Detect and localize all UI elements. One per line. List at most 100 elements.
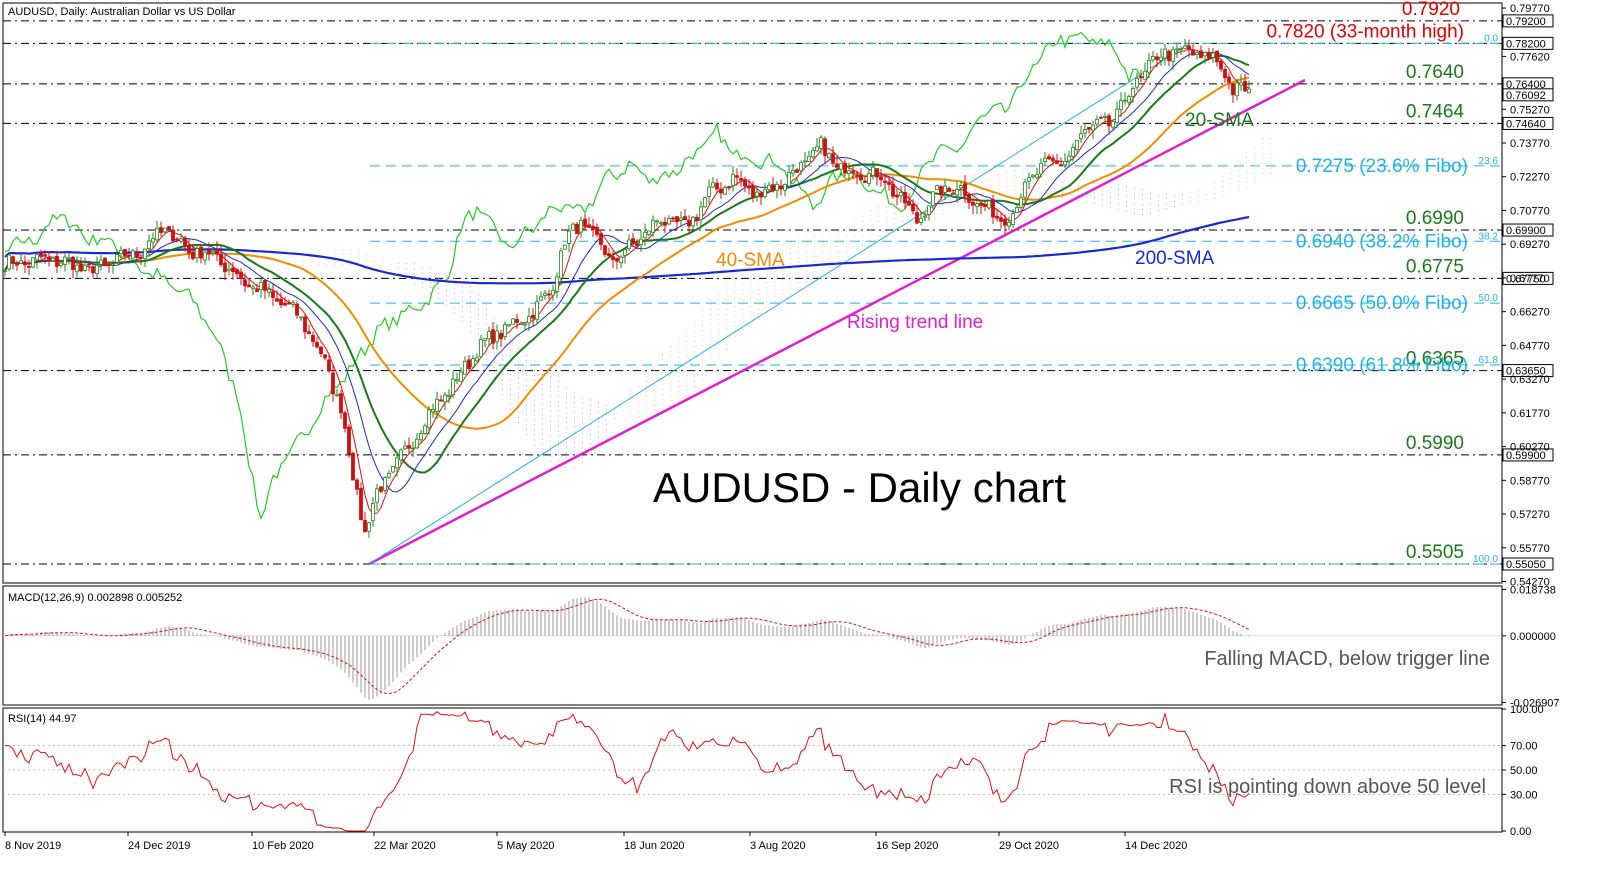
cloud-dot [1014, 180, 1015, 182]
cloud-dot [1182, 203, 1183, 205]
cloud-dot [414, 283, 415, 285]
candle-body [71, 256, 75, 270]
cloud-dot [814, 265, 815, 267]
candle-body [375, 488, 379, 503]
candle-body [703, 197, 707, 208]
cloud-dot [910, 219, 911, 221]
candle-body [795, 169, 799, 173]
candle-body [407, 445, 411, 449]
candle-body [851, 170, 855, 174]
cloud-dot [622, 399, 623, 401]
cloud-dot [822, 246, 823, 248]
cloud-dot [494, 317, 495, 319]
cloud-dot [422, 287, 423, 289]
cloud-dot [790, 277, 791, 279]
cloud-dot [430, 292, 431, 294]
candle-body [1039, 163, 1043, 175]
candle-body [915, 212, 919, 224]
cloud-dot [894, 228, 895, 230]
cloud-dot [710, 363, 711, 365]
cloud-dot [774, 256, 775, 258]
cloud-dot [542, 443, 543, 445]
candle-body [307, 331, 311, 335]
cloud-dot [574, 426, 575, 428]
candle-body [883, 180, 887, 183]
cloud-dot [830, 241, 831, 243]
cloud-dot [1118, 193, 1119, 195]
cloud-dot [1246, 186, 1247, 188]
cloud-dot [870, 215, 871, 217]
cloud-dot [502, 354, 503, 356]
cloud-dot [462, 301, 463, 303]
cloud-dot [1222, 176, 1223, 178]
cloud-dot [750, 316, 751, 318]
price-box-3 [1502, 116, 1554, 130]
cloud-dot [462, 291, 463, 293]
cloud-dot [702, 339, 703, 341]
candle-body [1219, 60, 1223, 70]
candle-body [567, 230, 571, 244]
cloud-dot [534, 419, 535, 421]
cloud-dot [806, 241, 807, 243]
cloud-dot [518, 357, 519, 359]
cloud-dot [758, 298, 759, 300]
cloud-dot [1150, 203, 1151, 205]
window-title: AUDUSD, Daily: Australian Dollar vs US D… [8, 6, 236, 18]
candle-body [1223, 68, 1227, 79]
cloud-dot [670, 385, 671, 387]
cloud-dot [294, 256, 295, 258]
cloud-dot [478, 333, 479, 335]
cloud-dot [510, 344, 511, 346]
candle-body [1171, 49, 1175, 62]
cloud-dot [550, 425, 551, 427]
cloud-dot [574, 392, 575, 394]
candle-body [891, 183, 895, 197]
cloud-dot [566, 392, 567, 394]
cloud-dot [718, 293, 719, 295]
cloud-dot [710, 368, 711, 370]
candle-body [715, 182, 719, 190]
cloud-dot [686, 370, 687, 372]
cloud-dot [494, 367, 495, 369]
cloud-dot [558, 390, 559, 392]
cloud-dot [718, 308, 719, 310]
cloud-dot [558, 395, 559, 397]
candle-body [1027, 177, 1031, 182]
candle-body [743, 179, 747, 187]
cloud-dot [806, 246, 807, 248]
cloud-dot [966, 202, 967, 204]
fibo-pct-3: 50.0 [1479, 293, 1499, 304]
cloud-dot [734, 281, 735, 283]
cloud-dot [1270, 167, 1271, 169]
cloud-dot [486, 304, 487, 306]
cloud-dot [654, 390, 655, 392]
cloud-dot [966, 177, 967, 179]
cloud-dot [478, 293, 479, 295]
cloud-dot [334, 254, 335, 256]
cloud-dot [902, 215, 903, 217]
rsi-y-tick-label: 100.00 [1510, 704, 1544, 716]
candle-body [271, 290, 275, 299]
candle-body [507, 324, 511, 327]
cloud-dot [702, 324, 703, 326]
cloud-dot [1006, 181, 1007, 183]
cloud-dot [326, 259, 327, 261]
cloud-dot [894, 223, 895, 225]
cloud-dot [550, 430, 551, 432]
candle-body [339, 393, 343, 414]
cloud-dot [862, 220, 863, 222]
cloud-dot [1254, 147, 1255, 149]
cloud-dot [630, 400, 631, 402]
cloud-dot [1062, 181, 1063, 183]
cloud-dot [622, 414, 623, 416]
cloud-dot [566, 437, 567, 439]
candle-body [607, 253, 611, 257]
cloud-dot [1006, 191, 1007, 193]
cloud-dot [854, 225, 855, 227]
cloud-dot [542, 374, 543, 376]
candle-body [467, 359, 471, 370]
candle-body [487, 331, 491, 340]
cloud-dot [662, 383, 663, 385]
cloud-dot [502, 364, 503, 366]
candle-body [623, 249, 627, 256]
